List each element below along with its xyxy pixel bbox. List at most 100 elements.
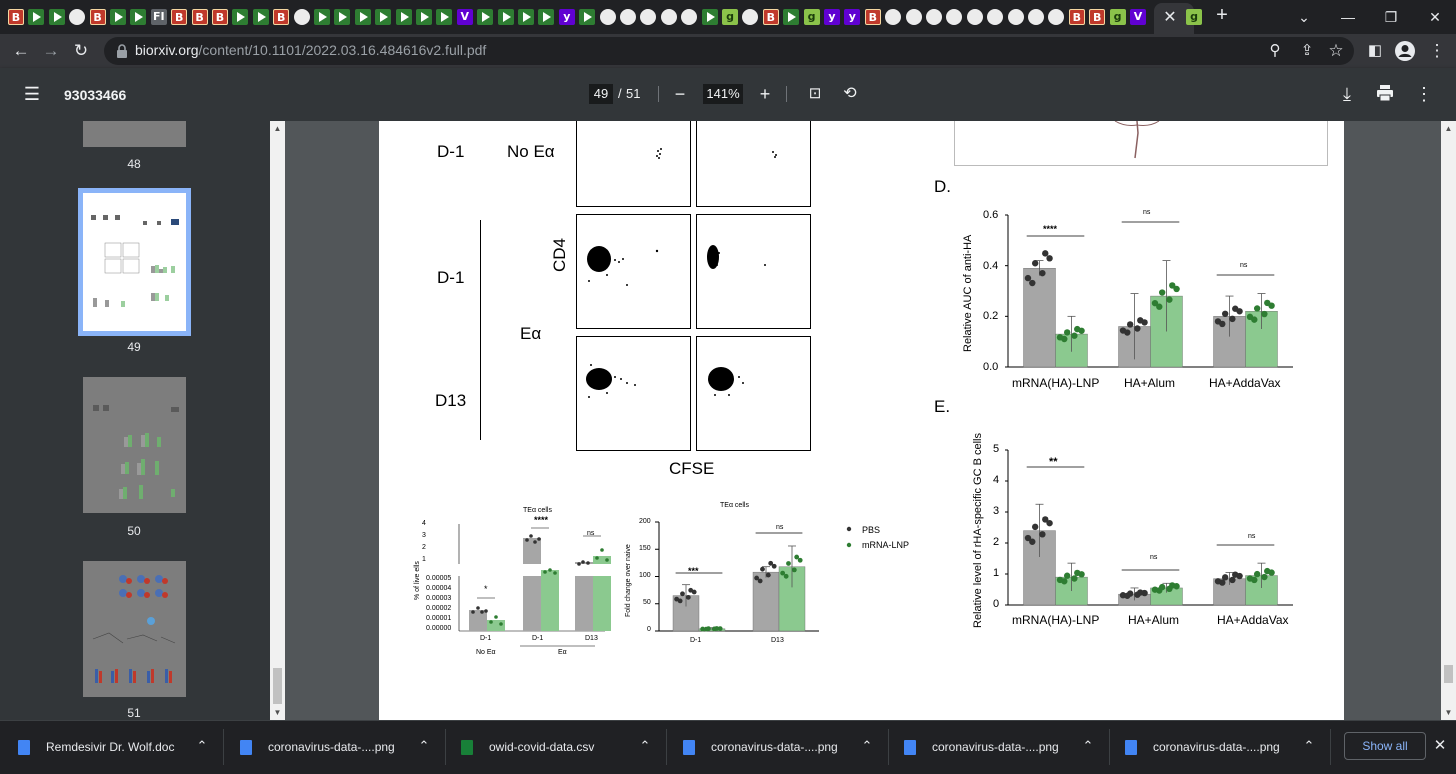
tab-favicon[interactable]: B (864, 9, 881, 25)
download-item[interactable]: coronavirus-data-....png (268, 740, 395, 754)
download-icon[interactable]: ⤓ (1343, 84, 1351, 104)
chevron-up-icon[interactable]: ⌃ (1303, 738, 1315, 753)
tab-favicon[interactable] (1007, 9, 1024, 25)
tab-favicon[interactable]: V (456, 9, 473, 25)
tab-favicon[interactable] (1048, 9, 1065, 25)
main-scroll-down-icon[interactable]: ▼ (1444, 708, 1453, 717)
tab-favicon[interactable] (620, 9, 636, 25)
download-item[interactable]: Remdesivir Dr. Wolf.doc (46, 740, 175, 754)
print-icon[interactable] (1374, 83, 1396, 105)
tab-favicon[interactable] (579, 9, 596, 25)
tab-favicon[interactable]: B (762, 9, 779, 25)
tab-search-icon[interactable]: ⌄ (1298, 9, 1310, 25)
tab-favicon[interactable] (987, 9, 1004, 25)
close-tab-icon[interactable]: ✕ (1163, 9, 1177, 26)
tab-favicon[interactable] (416, 9, 432, 25)
tab-favicon[interactable] (660, 9, 677, 25)
tab-favicon[interactable] (640, 9, 657, 25)
show-all-button[interactable]: Show all (1344, 732, 1426, 760)
tab-favicon[interactable] (130, 9, 147, 25)
sidebar-scroll-thumb[interactable] (273, 668, 282, 704)
download-item[interactable]: coronavirus-data-....png (1153, 740, 1280, 754)
tab-favicon[interactable]: y (824, 9, 840, 25)
tab-favicon[interactable]: y (844, 9, 861, 25)
bookmark-star-icon[interactable]: ☆ (1328, 41, 1344, 60)
new-tab-icon[interactable]: + (1216, 4, 1228, 26)
thumbnail-page-49[interactable] (78, 188, 191, 336)
zoom-level-input[interactable]: 141% (703, 84, 743, 104)
tab-favicon[interactable] (783, 9, 800, 25)
side-panel-icon[interactable]: ◧ (1367, 42, 1383, 59)
restore-icon[interactable]: ❐ (1384, 9, 1398, 25)
sidebar-scrollbar[interactable] (270, 121, 285, 720)
chrome-menu-icon[interactable]: ⋮ (1428, 41, 1446, 60)
page-number-input[interactable]: 49 (589, 84, 613, 104)
zoom-magnifier-icon[interactable]: ⚲ (1269, 42, 1281, 59)
rotate-icon[interactable]: ⟲ (843, 85, 857, 102)
chevron-up-icon[interactable]: ⌃ (861, 738, 873, 753)
tab-favicon[interactable]: B (89, 9, 106, 25)
minimize-icon[interactable]: — (1341, 9, 1355, 25)
tab-favicon[interactable] (905, 9, 922, 25)
main-scroll-thumb[interactable] (1444, 665, 1453, 683)
address-bar[interactable] (104, 37, 1354, 65)
tab-favicon[interactable]: FI (150, 9, 167, 25)
tab-favicon[interactable] (477, 9, 494, 25)
tab-favicon[interactable] (334, 9, 351, 25)
tab-favicon[interactable]: B (8, 9, 24, 25)
window-close-icon[interactable]: ✕ (1429, 9, 1441, 25)
thumbnail-page-48[interactable] (83, 121, 186, 147)
url-text[interactable]: biorxiv.org/content/10.1101/2022.03.16.4… (135, 42, 486, 58)
tab-favicon[interactable] (314, 9, 330, 25)
tab-favicon[interactable] (252, 9, 269, 25)
main-scroll-up-icon[interactable]: ▲ (1444, 124, 1453, 133)
tab-favicon[interactable] (293, 9, 310, 25)
hamburger-menu-icon[interactable]: ☰ (23, 84, 41, 104)
chevron-up-icon[interactable]: ⌃ (1082, 738, 1094, 753)
tab-favicon[interactable] (538, 9, 555, 25)
zoom-in-icon[interactable]: + (759, 84, 771, 104)
tab-favicon[interactable] (742, 9, 759, 25)
tab-favicon[interactable] (232, 9, 249, 25)
back-arrow-icon[interactable]: ← (12, 41, 30, 60)
tab-favicon[interactable] (885, 9, 902, 25)
download-item[interactable]: coronavirus-data-....png (932, 740, 1059, 754)
tab-favicon[interactable]: B (1068, 9, 1085, 25)
chevron-up-icon[interactable]: ⌃ (196, 738, 208, 753)
tab-favicon[interactable] (497, 9, 514, 25)
thumbnail-page-50[interactable] (83, 377, 186, 513)
profile-avatar-icon[interactable] (1394, 40, 1416, 62)
tab-favicon[interactable] (69, 9, 86, 25)
tab-favicon[interactable]: B (191, 9, 208, 25)
more-actions-icon[interactable]: ⋮ (1415, 84, 1433, 104)
tab-favicon[interactable]: B (212, 9, 228, 25)
download-item[interactable]: coronavirus-data-....png (711, 740, 838, 754)
tab-favicon[interactable] (701, 9, 718, 25)
main-scrollbar[interactable] (1441, 121, 1456, 720)
close-download-shelf-icon[interactable]: ✕ (1433, 737, 1447, 754)
tab-favicon[interactable] (946, 9, 963, 25)
tab-favicon[interactable] (926, 9, 942, 25)
download-item[interactable]: owid-covid-data.csv (489, 740, 595, 754)
tab-favicon[interactable] (599, 9, 616, 25)
tab-favicon[interactable]: V (1130, 9, 1146, 25)
thumbnail-page-51[interactable] (83, 561, 186, 697)
reload-icon[interactable]: ↻ (73, 41, 89, 60)
tab-favicon[interactable] (354, 9, 371, 25)
tab-favicon[interactable] (518, 9, 534, 25)
tab-favicon[interactable] (436, 9, 453, 25)
tab-favicon[interactable] (681, 9, 698, 25)
tab-favicon[interactable] (48, 9, 65, 25)
tab-favicon[interactable]: g (1109, 9, 1126, 25)
forward-arrow-icon[interactable]: → (42, 41, 60, 60)
tab-favicon[interactable]: B (273, 9, 290, 25)
sidebar-scroll-down-icon[interactable]: ▼ (273, 708, 282, 717)
chevron-up-icon[interactable]: ⌃ (418, 738, 430, 753)
tab-favicon[interactable]: B (1089, 9, 1106, 25)
share-icon[interactable]: ⇪ (1300, 42, 1314, 59)
tab-favicon[interactable]: y (558, 9, 575, 25)
sidebar-scroll-up-icon[interactable]: ▲ (273, 124, 282, 133)
chevron-up-icon[interactable]: ⌃ (639, 738, 651, 753)
tab-favicon[interactable] (28, 9, 45, 25)
tab-favicon[interactable]: g (803, 9, 820, 25)
